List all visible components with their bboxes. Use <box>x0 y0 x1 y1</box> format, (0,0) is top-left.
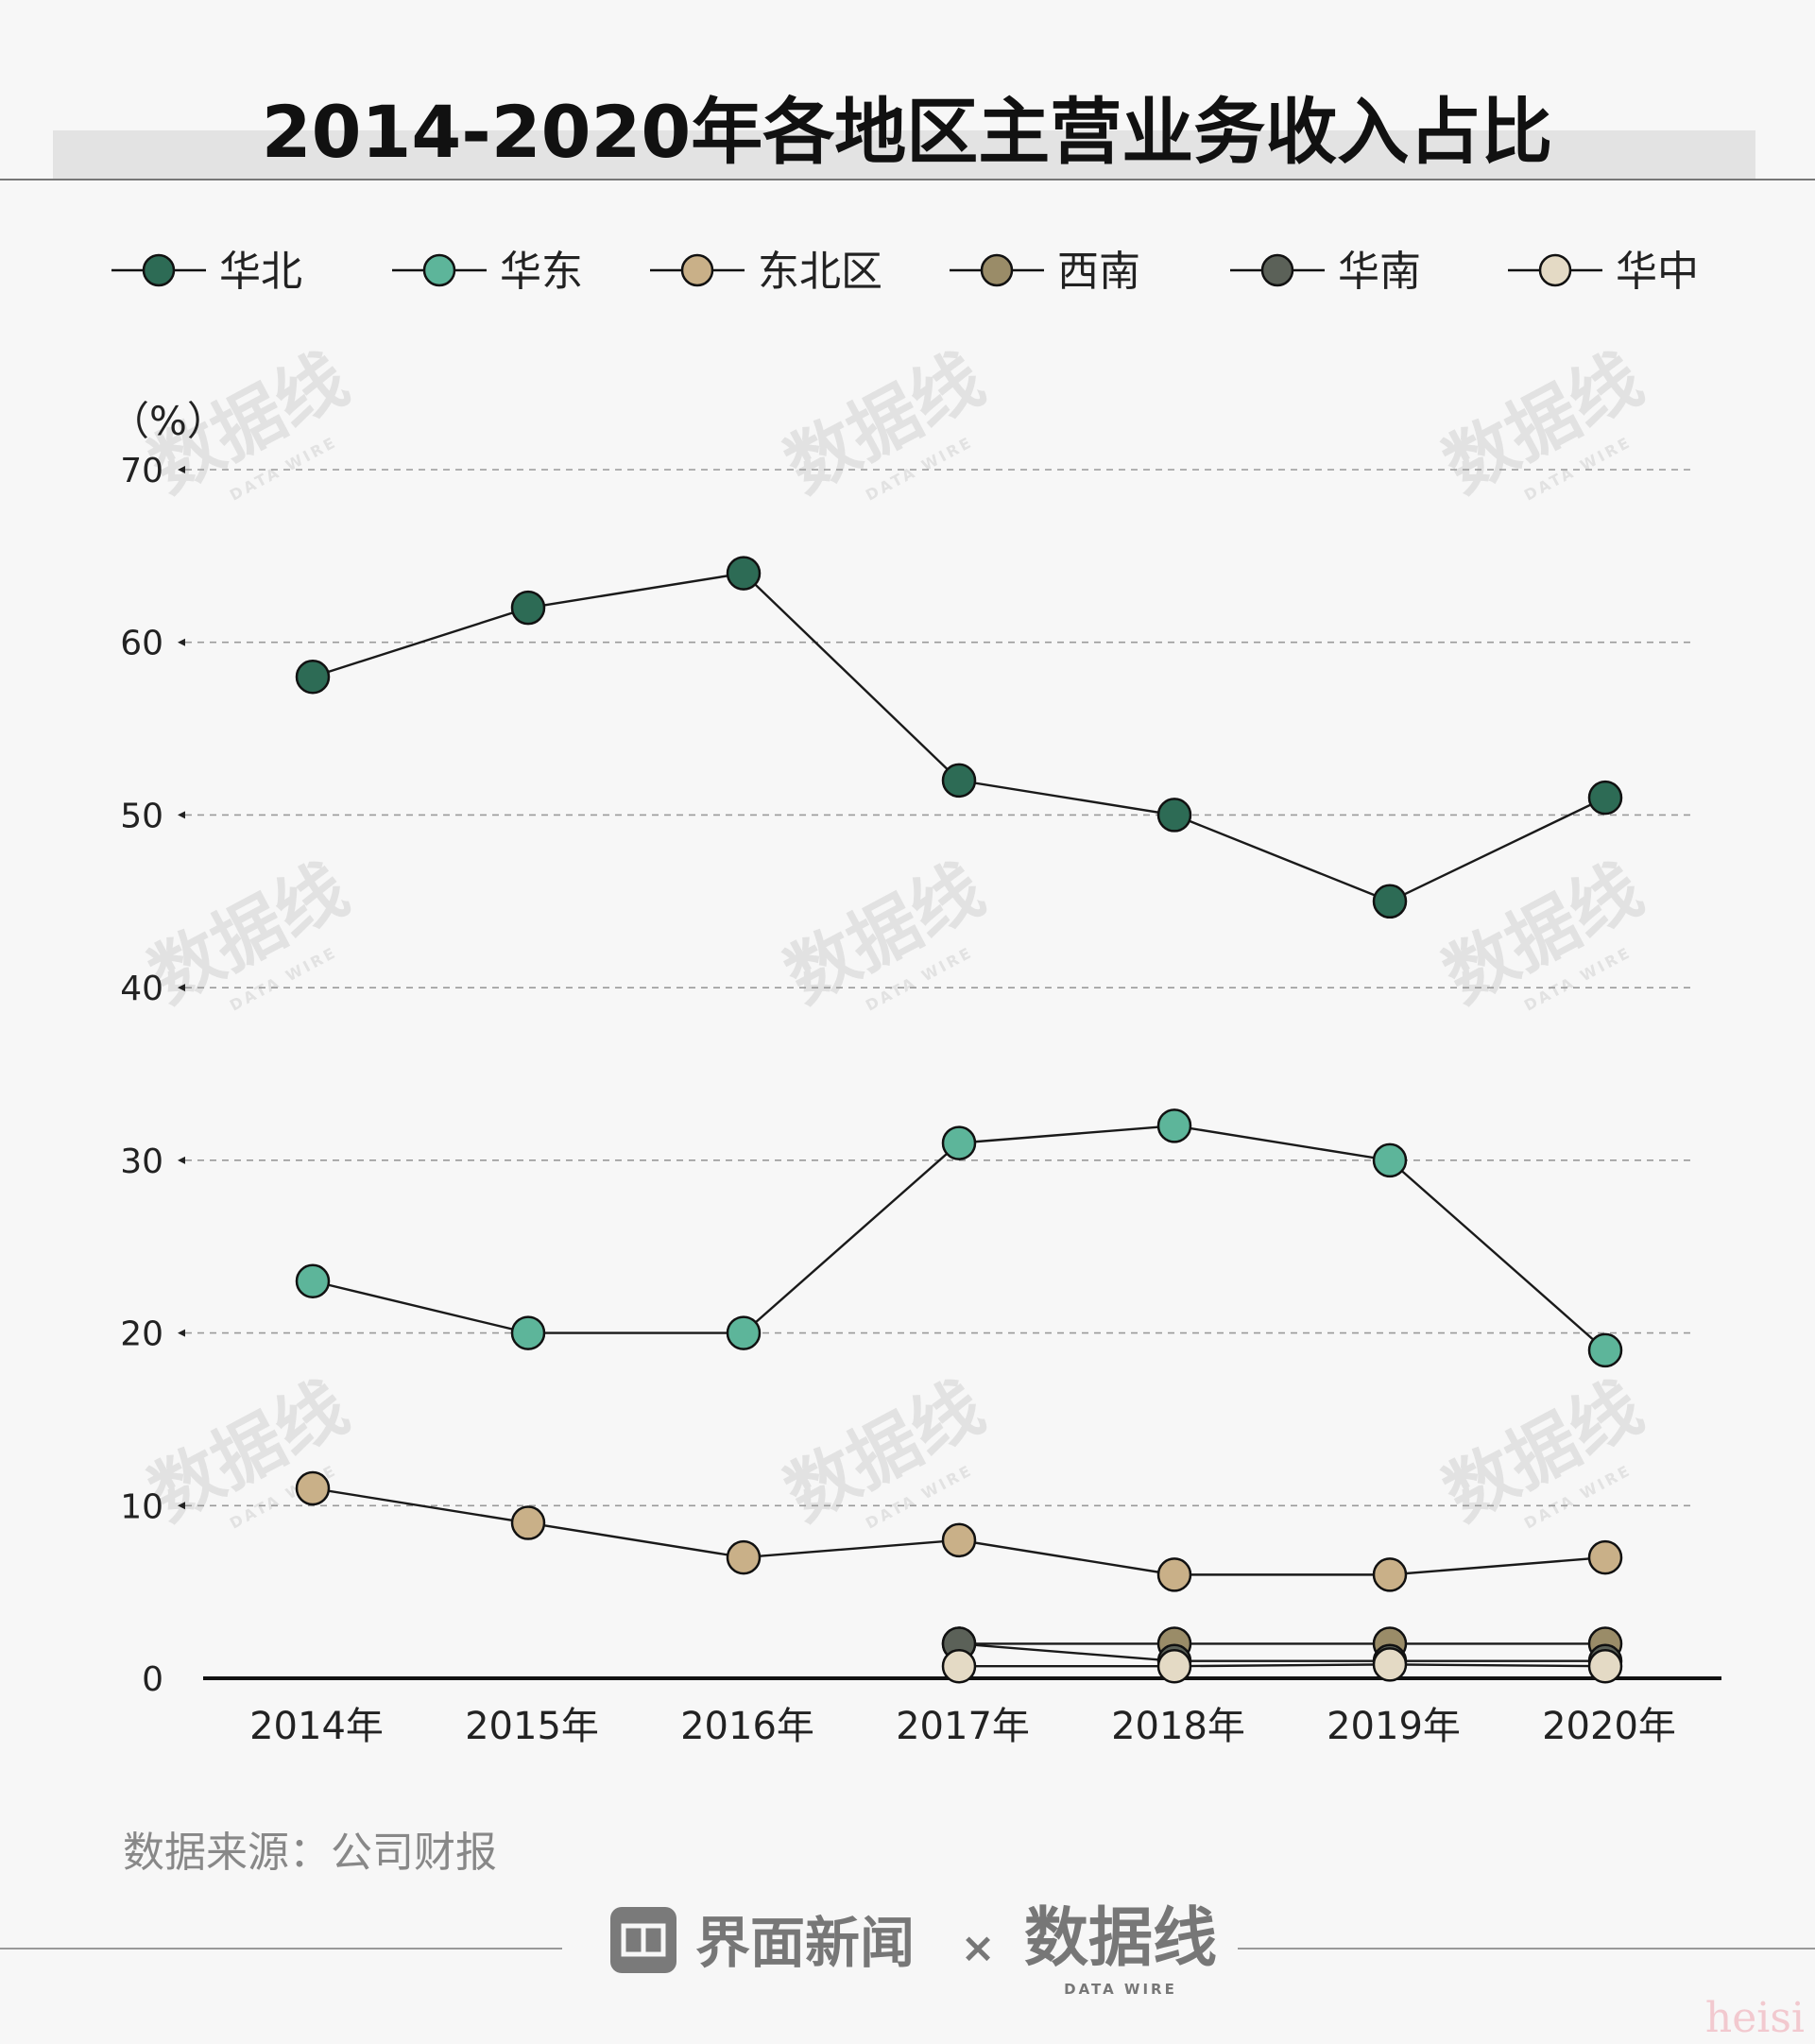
footer: 界面新闻 × 数据线 DATA WIRE <box>0 1901 1815 1998</box>
data-point <box>295 1263 331 1299</box>
data-point <box>295 660 331 695</box>
data-point <box>1587 1539 1623 1575</box>
data-point <box>941 763 977 799</box>
brand-logo-icon <box>610 1907 676 1973</box>
credit-watermark: heisi <box>1705 1994 1805 2042</box>
series-3 <box>295 1470 1623 1592</box>
legend-label: 华东 <box>500 248 583 296</box>
legend-marker <box>680 253 714 287</box>
data-point <box>941 1522 977 1558</box>
y-tick-label: 70 <box>120 452 163 490</box>
y-tick-label: 50 <box>120 797 163 835</box>
data-point <box>941 1648 977 1684</box>
legend-marker <box>142 253 176 287</box>
x-ticks: 2014年 2015年 2016年 2017年 2018年 2019年 2020年 <box>249 1705 1676 1748</box>
x-tick-label: 2019年 <box>1327 1705 1461 1748</box>
legend-marker <box>1538 253 1572 287</box>
data-point <box>1587 780 1623 816</box>
series-line <box>959 1663 1606 1668</box>
grid <box>185 469 1691 1507</box>
x-tick-label: 2016年 <box>680 1705 814 1748</box>
legend-label: 东北区 <box>758 248 882 296</box>
brand-name: 界面新闻 <box>695 1911 915 1975</box>
y-tick-label: 20 <box>120 1315 163 1354</box>
data-point <box>1156 1648 1192 1684</box>
data-point <box>726 1315 762 1350</box>
series <box>295 556 1623 1684</box>
data-point <box>1372 884 1408 919</box>
data-point <box>510 590 546 626</box>
series-6 <box>941 1647 1623 1684</box>
series-2 <box>295 1108 1623 1368</box>
data-point <box>726 556 762 591</box>
data-point <box>510 1315 546 1350</box>
series-4 <box>941 1626 1623 1661</box>
data-point <box>1372 1557 1408 1592</box>
legend-label: 华南 <box>1338 248 1421 296</box>
partner-logo: 数据线 <box>1024 1901 1217 1976</box>
y-ticks: 0 10 20 30 40 50 60 70 <box>120 452 185 1699</box>
legend-marker <box>422 253 456 287</box>
legend-label: 华中 <box>1616 248 1699 296</box>
data-point <box>1587 1332 1623 1368</box>
y-tick-label: 60 <box>120 625 163 663</box>
data-point <box>1156 1108 1192 1143</box>
legend-item: 华南 <box>1230 248 1421 296</box>
x-tick-label: 2014年 <box>249 1705 384 1748</box>
source-note: 数据来源：公司财报 <box>123 1829 497 1877</box>
legend-item: 华北 <box>111 248 302 296</box>
tick-marker <box>178 811 185 819</box>
y-tick-label: 40 <box>120 970 163 1008</box>
title-band <box>53 130 1755 180</box>
data-point <box>295 1470 331 1506</box>
tick-marker <box>178 1502 185 1510</box>
legend-item: 华东 <box>392 248 583 296</box>
legend-marker <box>980 253 1014 287</box>
footer-separator: × <box>961 1924 996 1972</box>
y-tick-label: 0 <box>142 1660 163 1699</box>
y-tick-label: 10 <box>120 1487 163 1526</box>
data-point <box>1587 1648 1623 1684</box>
legend: 华北 华东 东北区 西南 华南 华中 <box>111 248 1699 296</box>
data-point <box>1156 798 1192 833</box>
legend-item: 西南 <box>950 248 1140 296</box>
y-unit-label: （%） <box>110 398 227 444</box>
series-line <box>958 1642 1605 1662</box>
x-tick-label: 2018年 <box>1111 1705 1245 1748</box>
legend-item: 华中 <box>1508 248 1699 296</box>
x-tick-label: 2015年 <box>465 1705 599 1748</box>
legend-label: 华北 <box>219 248 302 296</box>
data-point <box>510 1505 546 1540</box>
series-5 <box>941 1626 1623 1678</box>
tick-marker <box>178 1156 185 1164</box>
tick-marker <box>178 984 185 992</box>
x-tick-label: 2017年 <box>896 1705 1030 1748</box>
tick-marker <box>178 638 185 646</box>
y-tick-label: 30 <box>120 1142 163 1181</box>
partner-logo-sub: DATA WIRE <box>1064 1981 1177 1998</box>
tick-marker <box>178 1329 185 1337</box>
tick-marker <box>178 466 185 473</box>
legend-label: 西南 <box>1057 248 1140 296</box>
data-point <box>726 1539 762 1575</box>
data-point <box>1372 1647 1408 1682</box>
data-point <box>941 1125 977 1160</box>
legend-item: 东北区 <box>650 248 882 296</box>
x-tick-label: 2020年 <box>1542 1705 1676 1748</box>
chart-title: 2014-2020年各地区主营业务收入占比 <box>262 90 1553 174</box>
series-1 <box>295 556 1623 919</box>
data-point <box>1372 1142 1408 1178</box>
legend-marker <box>1260 253 1294 287</box>
data-point <box>1156 1557 1192 1592</box>
